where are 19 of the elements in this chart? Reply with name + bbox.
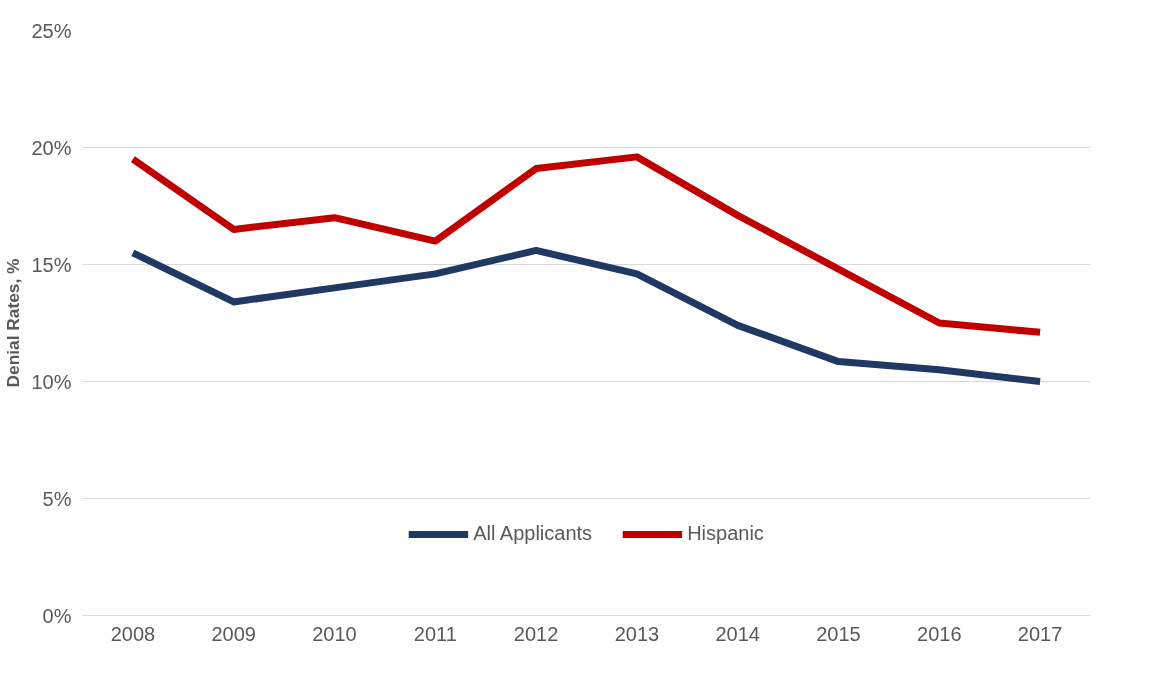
y-tick-label: 25% — [31, 19, 72, 42]
x-tick-label: 2010 — [312, 622, 357, 645]
y-tick-label: 15% — [31, 253, 72, 276]
x-tick-label: 2013 — [614, 622, 660, 645]
x-tick-label: 2016 — [917, 622, 962, 645]
legend-label: All Applicants — [473, 522, 593, 545]
x-tick-label: 2009 — [211, 622, 256, 645]
y-tick-label: 5% — [42, 487, 72, 510]
x-tick-label: 2011 — [413, 622, 457, 645]
x-tick-label: 2012 — [513, 622, 559, 645]
x-tick-label: 2015 — [816, 622, 861, 645]
y-tick-label: 20% — [31, 136, 72, 159]
x-tick-label: 2008 — [110, 622, 156, 645]
y-axis-title: Denial Rates, % — [3, 258, 24, 388]
y-tick-label: 0% — [42, 604, 72, 627]
x-tick-label: 2014 — [715, 622, 760, 645]
y-tick-label: 10% — [31, 370, 72, 393]
x-tick-label: 2017 — [1017, 622, 1063, 645]
legend-label: Hispanic — [687, 522, 764, 545]
